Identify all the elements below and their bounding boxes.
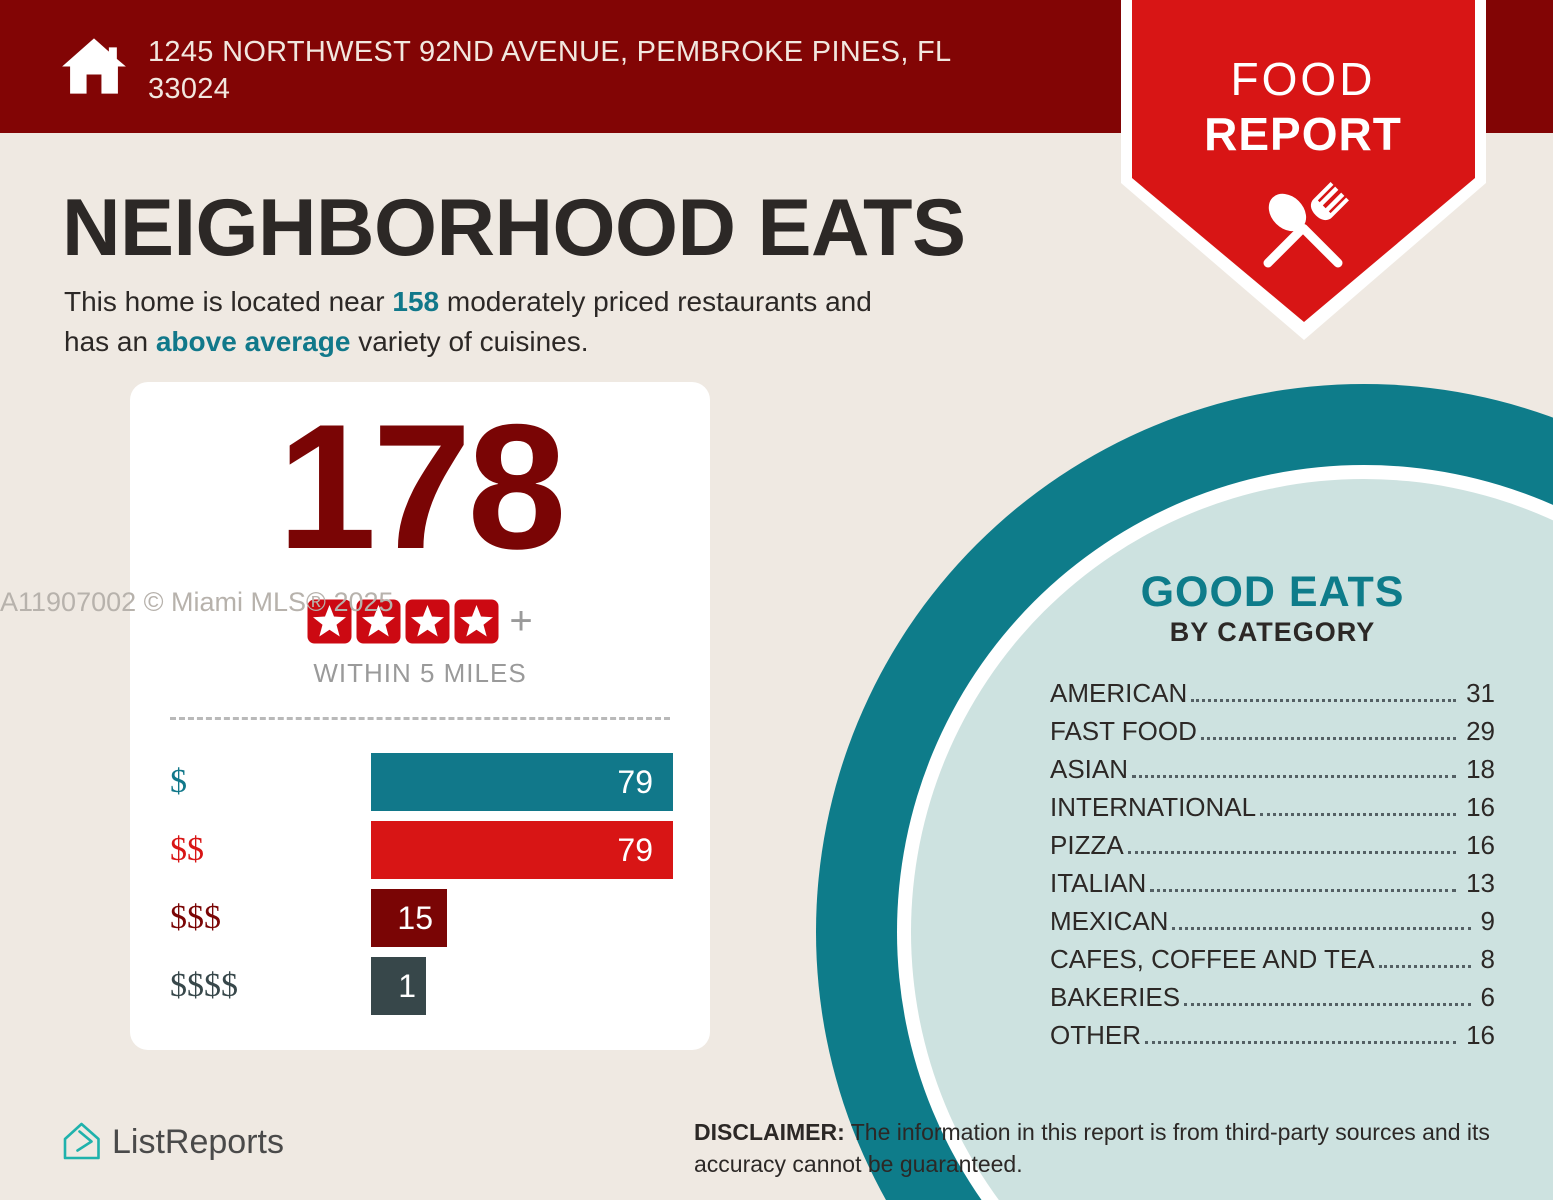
svg-text:FOOD: FOOD	[1231, 53, 1376, 105]
svg-text:REPORT: REPORT	[1204, 108, 1402, 160]
